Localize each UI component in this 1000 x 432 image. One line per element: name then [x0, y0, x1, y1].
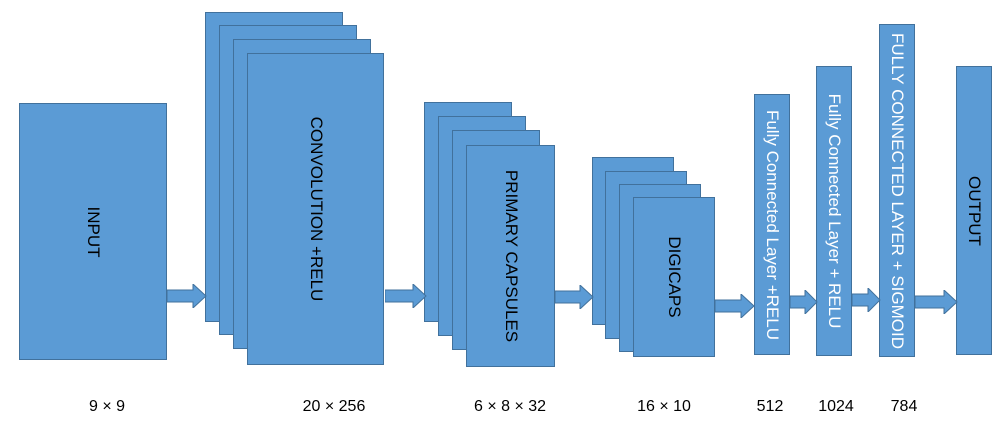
primary-label: PRIMARY CAPSULES — [501, 169, 521, 343]
fc1-label: Fully Connected Layer +RELU — [763, 109, 782, 340]
input-label: INPUT — [84, 206, 103, 257]
arrow-input-to-conv — [167, 284, 207, 308]
primary-dim-label: 6 × 8 × 32 — [473, 398, 547, 415]
output-block: OUTPUT — [956, 66, 992, 355]
digicaps-label: DIGICAPS — [665, 236, 684, 318]
input-block: INPUT — [19, 103, 167, 360]
conv-label: CONVOLUTION +RELU — [306, 116, 326, 302]
fc1-block: Fully Connected Layer +RELU — [754, 94, 790, 355]
digicaps-block: DIGICAPS — [633, 197, 715, 357]
fc3-dim-label: 784 — [890, 398, 918, 415]
output-label: OUTPUT — [965, 175, 984, 246]
arrow-conv-to-primary — [385, 284, 427, 308]
arrow-digicaps-to-fc1 — [715, 294, 755, 318]
input-dim-label: 9 × 9 — [88, 398, 126, 415]
arrow-primary-to-digicaps — [555, 285, 594, 309]
primary-block: PRIMARY CAPSULES — [466, 145, 555, 367]
fc3-label: FULLY CONNECTED LAYER + SIGMOID — [888, 32, 907, 349]
conv-block: CONVOLUTION +RELU — [247, 53, 384, 365]
fc2-dim-label: 1024 — [818, 398, 854, 415]
arrow-fc3-to-output — [915, 290, 958, 314]
arrow-fc1-to-fc2 — [790, 290, 818, 314]
digicaps-dim-label: 16 × 10 — [637, 398, 691, 415]
conv-dim-label: 20 × 256 — [302, 398, 366, 415]
fc1-dim-label: 512 — [756, 398, 784, 415]
fc2-label: Fully Connected Layer + RELU — [825, 93, 844, 329]
arrow-fc2-to-fc3 — [852, 288, 881, 312]
fc2-block: Fully Connected Layer + RELU — [816, 66, 852, 356]
fc3-block: FULLY CONNECTED LAYER + SIGMOID — [879, 24, 915, 357]
